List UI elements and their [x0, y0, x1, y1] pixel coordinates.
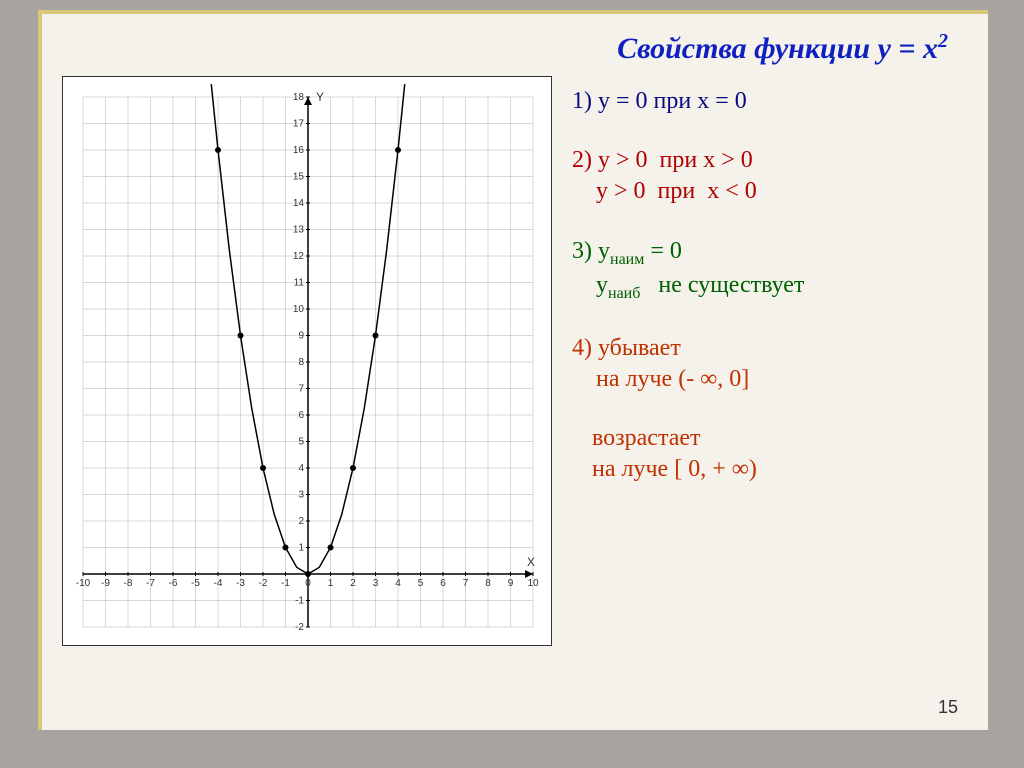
svg-text:7: 7: [298, 384, 304, 395]
svg-text:2: 2: [350, 578, 356, 589]
svg-text:7: 7: [463, 578, 469, 589]
svg-text:13: 13: [293, 225, 305, 236]
prop3b-pre: у: [572, 272, 608, 298]
svg-text:-10: -10: [76, 578, 91, 589]
property-2: 2) у > 0 при х > 0 у > 0 при х < 0: [572, 145, 968, 207]
svg-text:16: 16: [293, 145, 305, 156]
svg-text:-3: -3: [236, 578, 245, 589]
svg-text:-1: -1: [295, 596, 304, 607]
prop3b-post: не существует: [640, 272, 804, 298]
svg-text:17: 17: [293, 119, 305, 130]
svg-text:12: 12: [293, 251, 305, 262]
property-3: 3) унаим = 0 унаиб не существует: [572, 236, 968, 305]
content-row: -10-9-8-7-6-5-4-3-2-1012345678910-2-1123…: [62, 76, 968, 646]
svg-text:-4: -4: [214, 578, 223, 589]
title-text: Свойства функции у = х: [617, 32, 938, 65]
svg-text:5: 5: [298, 437, 304, 448]
property-1: 1) у = 0 при х = 0: [572, 86, 968, 117]
svg-text:14: 14: [293, 198, 305, 209]
page-number: 15: [938, 697, 958, 718]
svg-text:15: 15: [293, 172, 305, 183]
svg-text:3: 3: [298, 490, 304, 501]
svg-text:8: 8: [298, 357, 304, 368]
svg-text:-9: -9: [101, 578, 110, 589]
svg-text:Y: Y: [316, 90, 324, 104]
svg-text:-6: -6: [169, 578, 178, 589]
prop3a-post: = 0: [644, 238, 682, 264]
prop4-line-a: 4) убывает: [572, 333, 968, 364]
svg-text:4: 4: [395, 578, 401, 589]
svg-text:-2: -2: [259, 578, 268, 589]
svg-text:9: 9: [298, 331, 304, 342]
prop3a-sub: наим: [610, 250, 644, 267]
prop5-line-b: на луче [ 0, + ∞): [592, 454, 968, 485]
svg-text:5: 5: [418, 578, 424, 589]
parabola-chart: -10-9-8-7-6-5-4-3-2-1012345678910-2-1123…: [62, 76, 552, 646]
svg-text:1: 1: [328, 578, 334, 589]
svg-text:6: 6: [298, 410, 304, 421]
prop4-line-b: на луче (- ∞, 0]: [572, 364, 968, 395]
prop3a-pre: 3) у: [572, 238, 610, 264]
property-5: возрастает на луче [ 0, + ∞): [592, 423, 968, 485]
svg-text:9: 9: [508, 578, 514, 589]
chart-svg: -10-9-8-7-6-5-4-3-2-1012345678910-2-1123…: [63, 77, 553, 647]
prop3b-sub: наиб: [608, 285, 640, 302]
svg-text:6: 6: [440, 578, 446, 589]
prop3-line-a: 3) унаим = 0: [572, 236, 968, 271]
slide-panel: Свойства функции у = х2 -10-9-8-7-6-5-4-…: [38, 10, 988, 730]
svg-text:3: 3: [373, 578, 379, 589]
prop2-line-b: у > 0 при х < 0: [572, 176, 968, 207]
svg-text:-8: -8: [124, 578, 133, 589]
svg-text:10: 10: [527, 578, 539, 589]
svg-text:-7: -7: [146, 578, 155, 589]
prop2-line-a: 2) у > 0 при х > 0: [572, 145, 968, 176]
svg-text:-1: -1: [281, 578, 290, 589]
prop1-line: 1) у = 0 при х = 0: [572, 86, 968, 117]
svg-text:18: 18: [293, 92, 305, 103]
svg-text:-2: -2: [295, 622, 304, 633]
properties-list: 1) у = 0 при х = 0 2) у > 0 при х > 0 у …: [572, 76, 968, 646]
prop3-line-b: унаиб не существует: [572, 270, 968, 305]
prop5-line-a: возрастает: [592, 423, 968, 454]
svg-text:1: 1: [298, 543, 304, 554]
svg-text:X: X: [527, 555, 535, 569]
svg-text:8: 8: [485, 578, 491, 589]
svg-text:4: 4: [298, 463, 304, 474]
svg-text:2: 2: [298, 516, 304, 527]
svg-text:10: 10: [293, 304, 305, 315]
svg-text:-5: -5: [191, 578, 200, 589]
page-title: Свойства функции у = х2: [62, 30, 948, 66]
svg-text:11: 11: [294, 278, 305, 289]
svg-text:0: 0: [305, 578, 311, 589]
title-exponent: 2: [938, 30, 948, 52]
property-4: 4) убывает на луче (- ∞, 0]: [572, 333, 968, 395]
